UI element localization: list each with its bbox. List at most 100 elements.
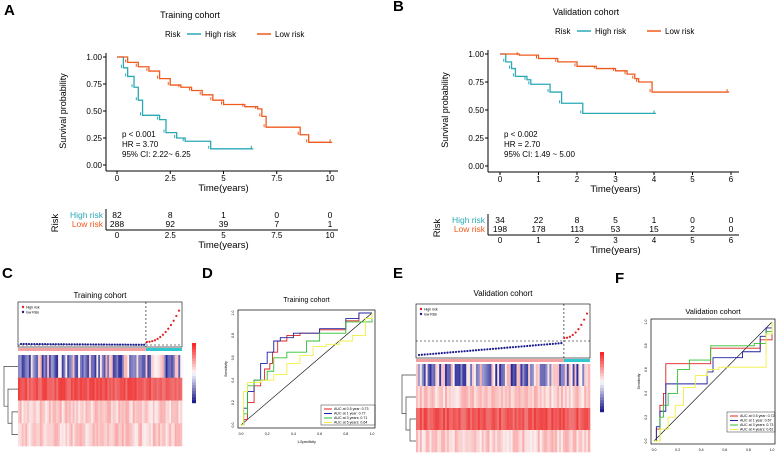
heatmap-cell (143, 377, 146, 401)
x-tick-label: 0 (498, 175, 503, 184)
heatmap-cell (114, 400, 117, 424)
heatmap-cell (30, 400, 33, 424)
heatmap-cell (141, 377, 145, 401)
heatmap-cell (564, 408, 568, 431)
x-tick-label: 0.4 (699, 448, 704, 452)
heatmap-cell (588, 364, 591, 387)
risk-point-low (454, 350, 458, 354)
heatmap-cell (543, 386, 546, 409)
heatmap-cell (18, 400, 21, 424)
heatmap-cell (167, 423, 170, 447)
color-scale-step (192, 361, 196, 365)
risk-table-count: 178 (531, 224, 545, 234)
heatmap-cell (530, 408, 533, 431)
heatmap-cell (165, 377, 168, 401)
risk-point-low (534, 344, 537, 347)
color-scale-step (192, 394, 196, 398)
heatmap-cell (39, 377, 42, 401)
heatmap-cell (537, 364, 541, 387)
color-scale-step (192, 364, 196, 368)
plot-frame (650, 318, 776, 445)
y-tick-label: 0.8 (644, 343, 648, 348)
heatmap-cell (36, 423, 39, 447)
heatmap-cell (39, 423, 42, 447)
risk-table-x-tick-label: 2.5 (165, 231, 177, 240)
x-tick-label: 1.0 (770, 448, 775, 452)
heatmap-cell (120, 355, 123, 379)
heatmap-cell (67, 423, 70, 447)
heatmap-cell (70, 423, 73, 447)
color-scale-step (192, 352, 196, 356)
x-tick-label: 0.0 (652, 448, 657, 452)
heatmap-cell (112, 423, 115, 447)
heatmap-cell (129, 355, 132, 379)
risk-point-low (526, 344, 529, 348)
heatmap-cell (487, 408, 490, 431)
chart-title: Training cohort (160, 10, 220, 20)
heatmap-cell (25, 355, 28, 379)
heatmap-cell (448, 386, 452, 409)
heatmap-cell (526, 408, 529, 431)
risk-table-count: 39 (219, 219, 229, 229)
heatmap-cell (36, 400, 39, 424)
heatmap-cell (50, 423, 53, 447)
y-tick-label: 0.2 (231, 400, 235, 405)
roc-plot-F: Validation cohort 0.0 0.2 0.4 0.6 0.8 1.0 0.0 0.… (637, 307, 776, 452)
heatmap-cell (508, 408, 512, 431)
heatmap-cell (90, 423, 94, 447)
heatmap-cell (123, 400, 126, 424)
risk-point-low (46, 343, 49, 346)
risk-point-low (523, 345, 526, 348)
heatmap-cell (520, 408, 523, 431)
heatmap-cell (487, 430, 490, 453)
heatmap-cell (501, 408, 504, 431)
heatmap-cell (437, 386, 440, 409)
legend-marker (419, 307, 423, 311)
heatmap-cell (445, 430, 448, 453)
heatmap-cell (417, 430, 421, 453)
heatmap-cell (152, 423, 155, 447)
roc-curve (241, 313, 373, 426)
risk-table-count: 1 (328, 219, 333, 229)
heatmap-cell (528, 386, 531, 409)
heatmap-cell (462, 386, 465, 409)
risk-table-count: 7 (274, 219, 279, 229)
heatmap-cell (23, 377, 26, 401)
color-scale-step (192, 382, 196, 386)
heatmap-cell (545, 386, 548, 409)
heatmap-cell (180, 355, 183, 379)
heatmap-cell (107, 400, 110, 424)
heatmap-cell (90, 377, 94, 401)
heatmap-cell (475, 364, 479, 387)
heatmap-cell (518, 386, 521, 409)
heatmap-cell (120, 423, 123, 447)
heatmap-cell (156, 423, 159, 447)
heatmap-cell (549, 364, 552, 387)
heatmap-cell (524, 386, 527, 409)
heatmap-cell (572, 430, 575, 453)
heatmap-cell (423, 430, 426, 453)
y-tick-label: 1.00 (86, 53, 102, 62)
y-tick-label: 0.4 (644, 391, 648, 396)
survival-curve-high-risk (117, 56, 254, 150)
risk-point-low (546, 343, 549, 346)
risk-point-high (161, 333, 165, 336)
heatmap-cell (530, 386, 533, 409)
heatmap-cell (477, 408, 481, 431)
heatmap-cell (499, 430, 502, 453)
heatmap-cell (526, 430, 529, 453)
heatmap-cell (568, 408, 571, 431)
heatmap-cell (557, 430, 560, 453)
heatmap-cell (580, 408, 583, 431)
heatmap-cell (419, 386, 423, 409)
heatmap-cell (154, 423, 157, 447)
heatmap-cell (96, 423, 99, 447)
heatmap-cell (167, 377, 170, 401)
heatmap-cell (43, 377, 46, 401)
heatmap-cell (121, 377, 124, 401)
heatmap-cell (65, 423, 68, 447)
heatmap-cell (487, 386, 490, 409)
heatmap-cell (522, 408, 525, 431)
heatmap-cell (132, 355, 135, 379)
